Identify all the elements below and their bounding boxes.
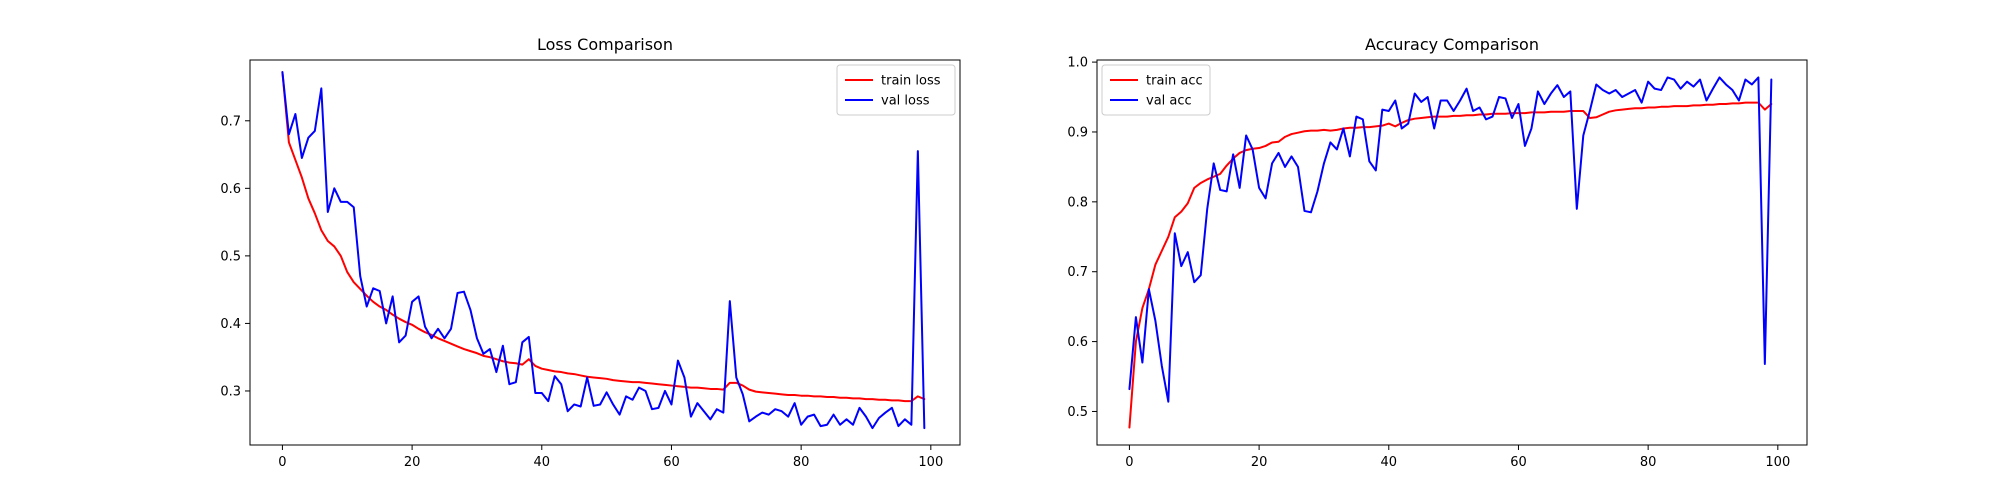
y-tick-label: 0.3 bbox=[220, 384, 241, 399]
y-tick-label: 0.5 bbox=[1067, 405, 1088, 420]
legend-label: val loss bbox=[881, 94, 930, 109]
y-tick-label: 0.9 bbox=[1067, 125, 1088, 140]
x-tick-label: 40 bbox=[1381, 455, 1398, 470]
y-tick-label: 0.6 bbox=[1067, 335, 1088, 350]
series-line-val-loss bbox=[281, 71, 926, 430]
y-tick-label: 0.8 bbox=[1067, 195, 1088, 210]
y-tick-label: 0.5 bbox=[220, 249, 241, 264]
legend-box bbox=[836, 64, 956, 116]
x-tick-label: 40 bbox=[534, 455, 551, 470]
legend-label: train acc bbox=[1146, 74, 1203, 89]
x-tick-label: 80 bbox=[1640, 455, 1657, 470]
x-tick-label: 80 bbox=[793, 455, 810, 470]
y-tick-label: 0.6 bbox=[220, 182, 241, 197]
x-tick-label: 0 bbox=[1125, 455, 1133, 470]
y-tick-label: 0.7 bbox=[1067, 265, 1088, 280]
y-tick-label: 0.7 bbox=[220, 114, 241, 129]
legend-label: val acc bbox=[1146, 94, 1192, 109]
chart-title: Accuracy Comparison bbox=[1365, 35, 1539, 54]
series-line-val-acc bbox=[1128, 76, 1773, 403]
x-tick-label: 20 bbox=[1251, 455, 1268, 470]
x-tick-label: 0 bbox=[278, 455, 286, 470]
x-tick-label: 100 bbox=[918, 455, 943, 470]
legend-label: train loss bbox=[881, 74, 941, 89]
series-line-train-loss bbox=[281, 71, 926, 403]
series-line-train-acc bbox=[1128, 101, 1773, 429]
chart-panel-1: Loss Comparison 0 20 40 60 80 100 0.3 0.4 0.5 0.6 0… bbox=[220, 35, 961, 470]
chart-panel-2: Accuracy Comparison 0 20 40 60 80 100 0.5 0.6 0.7… bbox=[1067, 35, 1808, 470]
x-tick-label: 60 bbox=[663, 455, 680, 470]
y-tick-label: 1.0 bbox=[1067, 56, 1088, 71]
x-tick-label: 20 bbox=[404, 455, 421, 470]
legend-box bbox=[1101, 64, 1211, 116]
plot-frame bbox=[1096, 59, 1808, 446]
x-tick-label: 60 bbox=[1510, 455, 1527, 470]
y-tick-label: 0.4 bbox=[220, 317, 241, 332]
legend: train acc val acc bbox=[1101, 64, 1211, 116]
chart-title: Loss Comparison bbox=[537, 35, 673, 54]
legend: train loss val loss bbox=[836, 64, 956, 116]
x-tick-label: 100 bbox=[1765, 455, 1790, 470]
plot-frame bbox=[249, 59, 961, 446]
